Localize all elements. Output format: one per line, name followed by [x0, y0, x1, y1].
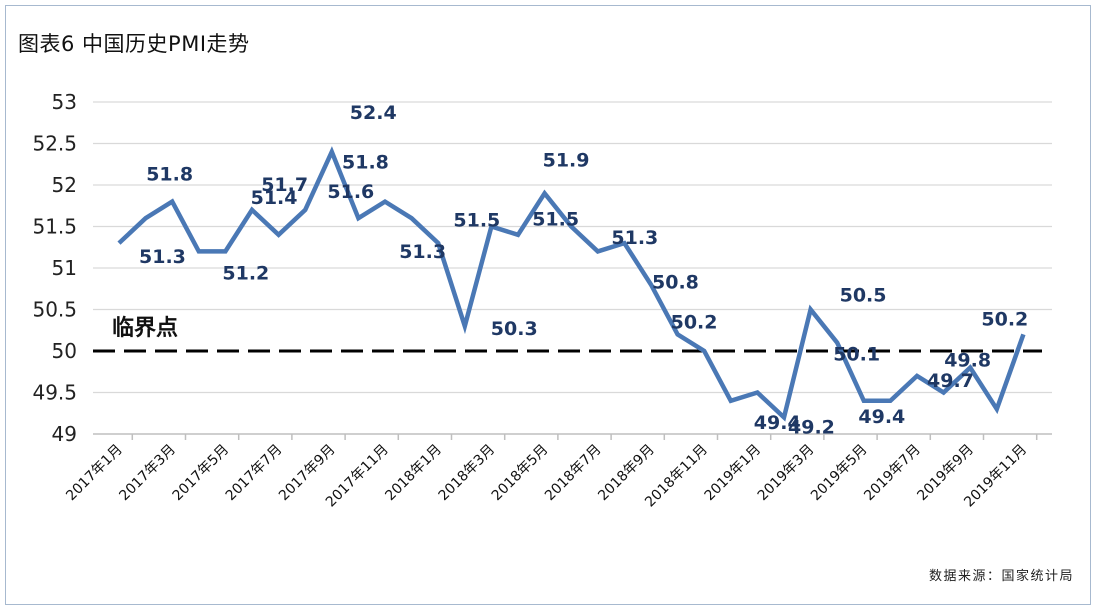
- y-tick-label: 52.5: [32, 132, 77, 156]
- x-tick-label: 2017年3月: [116, 442, 179, 505]
- x-tick-label: 2017年1月: [63, 442, 126, 505]
- data-label: 51.5: [453, 210, 500, 232]
- x-tick-label: 2019年5月: [808, 442, 871, 505]
- data-label: 51.9: [543, 149, 590, 171]
- data-label: 52.4: [350, 102, 397, 124]
- source-note: 数据来源：国家统计局: [928, 569, 1074, 584]
- data-label: 49.7: [927, 370, 974, 392]
- y-tick-label: 51.5: [32, 215, 77, 239]
- y-tick-label: 50: [52, 339, 77, 363]
- series: [117, 146, 1026, 422]
- chart-frame: [5, 5, 1091, 605]
- data-label: 50.5: [840, 285, 887, 307]
- data-label: 51.8: [342, 152, 389, 174]
- y-tick-label: 49.5: [32, 381, 77, 405]
- data-label: 51.2: [222, 262, 269, 284]
- data-label: 49.8: [944, 350, 991, 372]
- threshold: 临界点: [93, 315, 1042, 353]
- y-tick-label: 51: [52, 256, 77, 280]
- data-label: 51.3: [139, 246, 186, 268]
- x-tick-label: 2019年1月: [702, 442, 765, 505]
- data-label: 50.2: [671, 311, 718, 333]
- data-label: 50.8: [652, 272, 699, 294]
- x-tick-label: 2018年7月: [542, 442, 605, 505]
- chart-title: 图表6 中国历史PMI走势: [18, 32, 250, 56]
- y-tick-label: 49: [52, 422, 77, 446]
- data-label: 51.3: [399, 241, 446, 263]
- x-tick-label: 2018年1月: [382, 442, 445, 505]
- x-tick-label: 2018年3月: [436, 442, 499, 505]
- data-labels: 51.3 51.8 51.2 51.751.4 52.4 51.6 51.8 51.3 50.3…: [139, 102, 1028, 439]
- data-label: 50.3: [491, 318, 538, 340]
- data-label: 50.1: [833, 344, 880, 366]
- y-tick-label: 53: [52, 90, 77, 114]
- data-label: 51.7: [261, 174, 308, 196]
- data-label: 51.6: [327, 181, 374, 203]
- x-tick-label: 2018年5月: [489, 442, 552, 505]
- data-label: 51.5: [532, 209, 579, 231]
- y-tick-label: 50.5: [32, 298, 77, 322]
- y-axis-ticks: 49 49.5 50 50.5 51 51.5 52 52.5 53: [32, 90, 77, 446]
- pmi-series-line: [117, 146, 1026, 422]
- x-axis: [93, 433, 1052, 440]
- data-label: 49.4: [754, 412, 801, 434]
- gridlines: [93, 101, 1052, 394]
- x-tick-label: 2019年3月: [755, 442, 818, 505]
- data-label: 50.2: [981, 308, 1028, 330]
- x-tick-label: 2019年7月: [861, 442, 924, 505]
- x-tick-label: 2017年7月: [223, 442, 286, 505]
- x-axis-ticks: 2017年1月2017年3月2017年5月2017年7月2017年9月2017年…: [63, 442, 1030, 511]
- data-label: 51.8: [146, 164, 193, 186]
- data-label: 49.2: [788, 416, 835, 438]
- x-tick-label: 2017年5月: [170, 442, 233, 505]
- data-label: 49.4: [858, 406, 905, 428]
- y-tick-label: 52: [52, 173, 77, 197]
- threshold-label: 临界点: [112, 315, 178, 341]
- data-label: 51.4: [251, 187, 298, 209]
- data-label: 51.3: [611, 227, 658, 249]
